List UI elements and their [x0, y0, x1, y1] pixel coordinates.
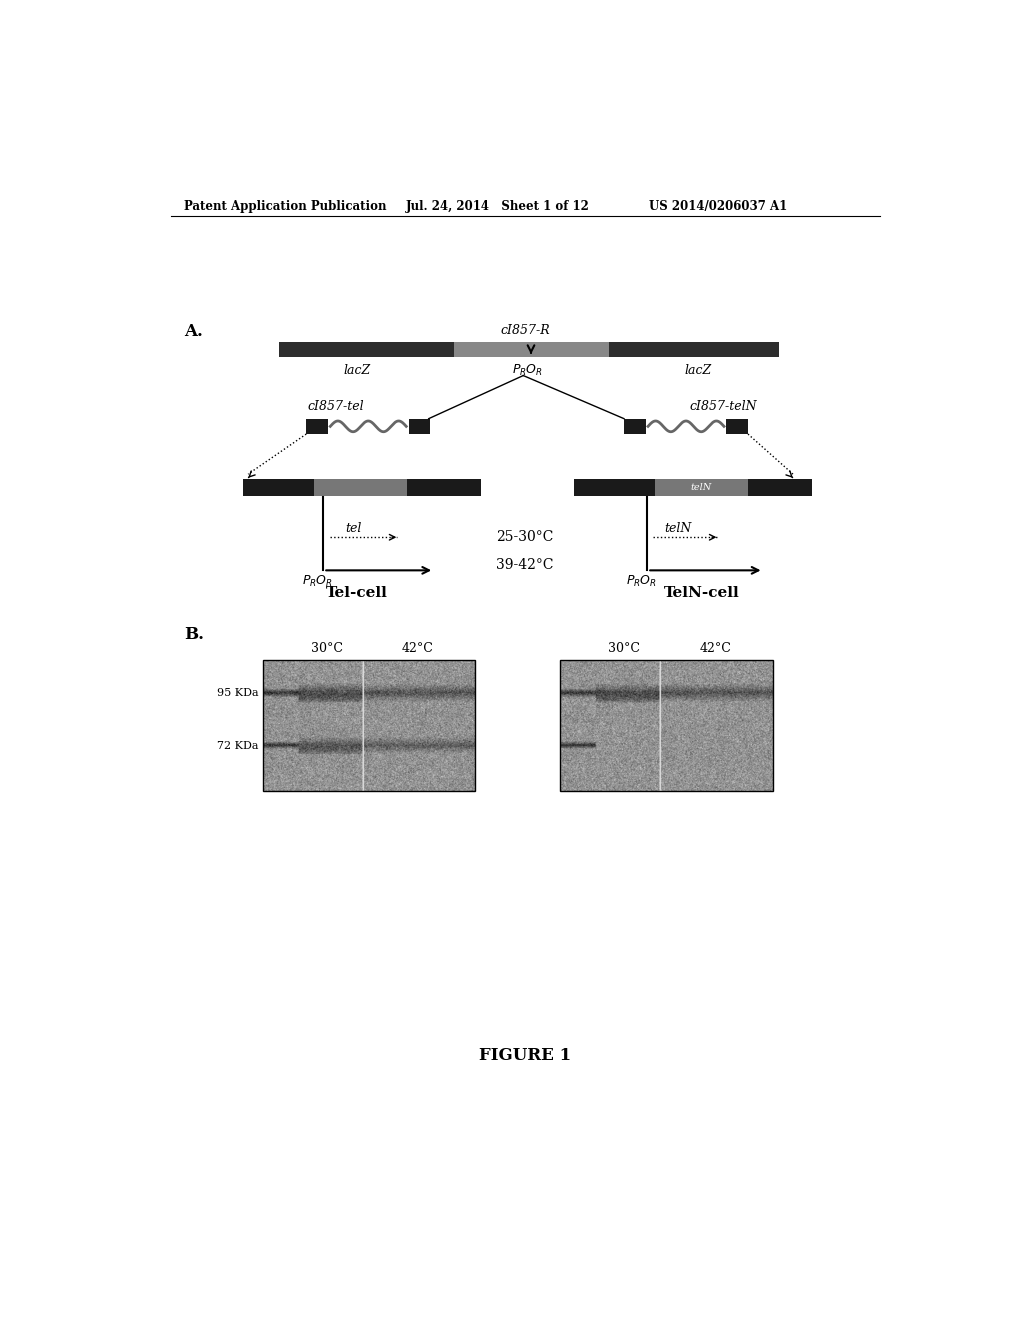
Text: 30°C: 30°C [310, 642, 343, 655]
Polygon shape [624, 418, 646, 434]
Bar [655, 479, 748, 496]
Text: B.: B. [183, 626, 204, 643]
Bar [243, 479, 480, 496]
Text: 72 KDa: 72 KDa [217, 741, 259, 751]
Polygon shape [409, 418, 430, 434]
Text: Jul. 24, 2014   Sheet 1 of 12: Jul. 24, 2014 Sheet 1 of 12 [406, 199, 590, 213]
Polygon shape [306, 418, 328, 434]
Text: telN: telN [665, 521, 691, 535]
Text: Tel-cell: Tel-cell [326, 586, 387, 601]
Text: 39-42°C: 39-42°C [496, 558, 554, 572]
Text: 25-30°C: 25-30°C [496, 531, 554, 544]
Text: 42°C: 42°C [402, 642, 434, 655]
Text: tel: tel [345, 521, 361, 535]
Text: Patent Application Publication: Patent Application Publication [183, 199, 386, 213]
Text: 95 KDa: 95 KDa [217, 688, 259, 698]
Text: cI857-telN: cI857-telN [689, 400, 757, 413]
Text: cI857-tel: cI857-tel [307, 400, 364, 413]
Text: $P_RO_R$: $P_RO_R$ [626, 574, 656, 589]
Text: US 2014/0206037 A1: US 2014/0206037 A1 [649, 199, 787, 213]
Text: lacZ: lacZ [343, 363, 371, 376]
Bar [573, 479, 812, 496]
Polygon shape [726, 418, 748, 434]
Text: lacZ: lacZ [684, 363, 712, 376]
Text: $P_RO_R$: $P_RO_R$ [302, 574, 333, 589]
Text: telN: telN [691, 483, 712, 491]
Bar [560, 660, 773, 792]
Bar [263, 660, 475, 792]
Bar [280, 342, 779, 358]
Text: TelN-cell: TelN-cell [664, 586, 739, 601]
Text: $P_RO_R$: $P_RO_R$ [512, 363, 543, 378]
Text: 42°C: 42°C [699, 642, 731, 655]
Bar [314, 479, 407, 496]
Text: cI857-R: cI857-R [500, 325, 550, 338]
Text: A.: A. [183, 323, 203, 341]
Bar [454, 342, 608, 358]
Text: 30°C: 30°C [608, 642, 640, 655]
Text: FIGURE 1: FIGURE 1 [479, 1047, 570, 1064]
